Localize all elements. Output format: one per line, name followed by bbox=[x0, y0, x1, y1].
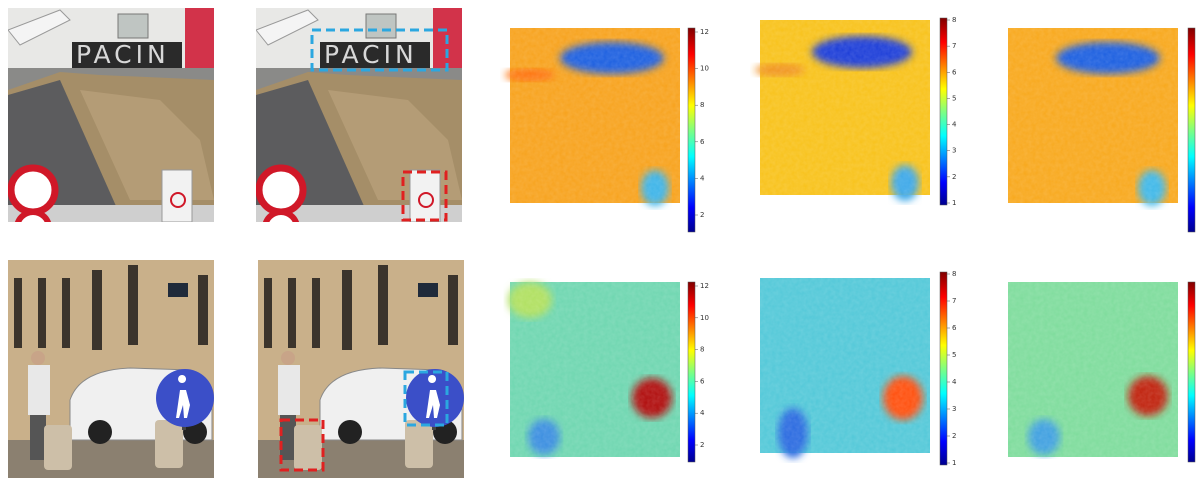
colorbar-tick-label: 4 bbox=[700, 409, 705, 417]
photo: PACIN bbox=[256, 8, 462, 222]
heatmap bbox=[755, 20, 930, 201]
colorbar-tick-label: 8 bbox=[952, 16, 956, 24]
photo: PACIN bbox=[8, 8, 214, 222]
colorbar-tick-label: 12 bbox=[700, 282, 709, 290]
colorbar-tick-label: 12 bbox=[700, 28, 709, 36]
colorbar bbox=[1187, 27, 1196, 233]
colorbar-tick-label: 1 bbox=[952, 459, 956, 467]
colorbar bbox=[939, 271, 948, 466]
colorbar bbox=[687, 281, 696, 463]
photo-copy: PACIN bbox=[256, 8, 462, 222]
heatmap-texture bbox=[1008, 28, 1178, 203]
heatmap-texture bbox=[1008, 282, 1178, 457]
annotation-box bbox=[401, 170, 448, 222]
colorbar bbox=[687, 27, 696, 233]
heatmap-texture bbox=[510, 282, 680, 457]
colorbar-tick-label: 10 bbox=[700, 65, 709, 73]
colorbar-tick-label: 6 bbox=[952, 324, 957, 332]
heatmap bbox=[1008, 282, 1178, 457]
annotation-box bbox=[279, 418, 325, 472]
colorbar-tick-label: 7 bbox=[952, 297, 956, 305]
colorbar-tick-label: 1 bbox=[952, 199, 956, 207]
colorbar-tick-label: 4 bbox=[952, 378, 957, 386]
colorbar bbox=[939, 17, 948, 206]
colorbar-tick-label: 8 bbox=[700, 346, 704, 354]
heatmap-texture bbox=[760, 278, 930, 453]
colorbar-tick-label: 6 bbox=[700, 377, 705, 385]
colorbar-tick-label: 5 bbox=[952, 94, 956, 102]
colorbar-tick-label: 2 bbox=[952, 173, 956, 181]
colorbar-tick-label: 4 bbox=[700, 174, 705, 182]
heatmap bbox=[1008, 28, 1178, 206]
colorbar-tick-label: 7 bbox=[952, 42, 956, 50]
heatmaps: 12 10 8 6 4 2 8 7 6 5 4 3 2 1 12 10 8 6 4 2 8 7 6 5 4 3 2 1 bbox=[505, 16, 1196, 467]
annotation-box bbox=[310, 28, 449, 72]
colorbar-tick-label: 2 bbox=[700, 441, 704, 449]
photo-copy bbox=[258, 260, 464, 478]
heatmap bbox=[505, 28, 680, 206]
colorbar-tick-label: 3 bbox=[952, 147, 956, 155]
photo bbox=[258, 260, 464, 478]
colorbar-tick-label: 10 bbox=[700, 314, 709, 322]
sign-text: PACIN bbox=[76, 40, 170, 69]
colorbar-tick-label: 2 bbox=[952, 432, 956, 440]
colorbar-tick-label: 8 bbox=[952, 270, 956, 278]
heatmap bbox=[760, 278, 930, 458]
colorbar-tick-label: 8 bbox=[700, 101, 704, 109]
annotation-box bbox=[403, 370, 449, 427]
sign-text: PACIN bbox=[324, 40, 418, 69]
colorbar-tick-label: 6 bbox=[700, 138, 705, 146]
heatmap-texture bbox=[510, 28, 680, 203]
heatmap-texture bbox=[760, 20, 930, 195]
colorbar-tick-label: 6 bbox=[952, 68, 957, 76]
colorbar-tick-label: 3 bbox=[952, 405, 956, 413]
colorbar bbox=[1187, 281, 1196, 463]
colorbar-tick-label: 4 bbox=[952, 121, 957, 129]
colorbar-tick-label: 2 bbox=[700, 211, 704, 219]
heatmap bbox=[508, 282, 680, 457]
photo bbox=[8, 260, 214, 478]
colorbar-tick-label: 5 bbox=[952, 351, 956, 359]
